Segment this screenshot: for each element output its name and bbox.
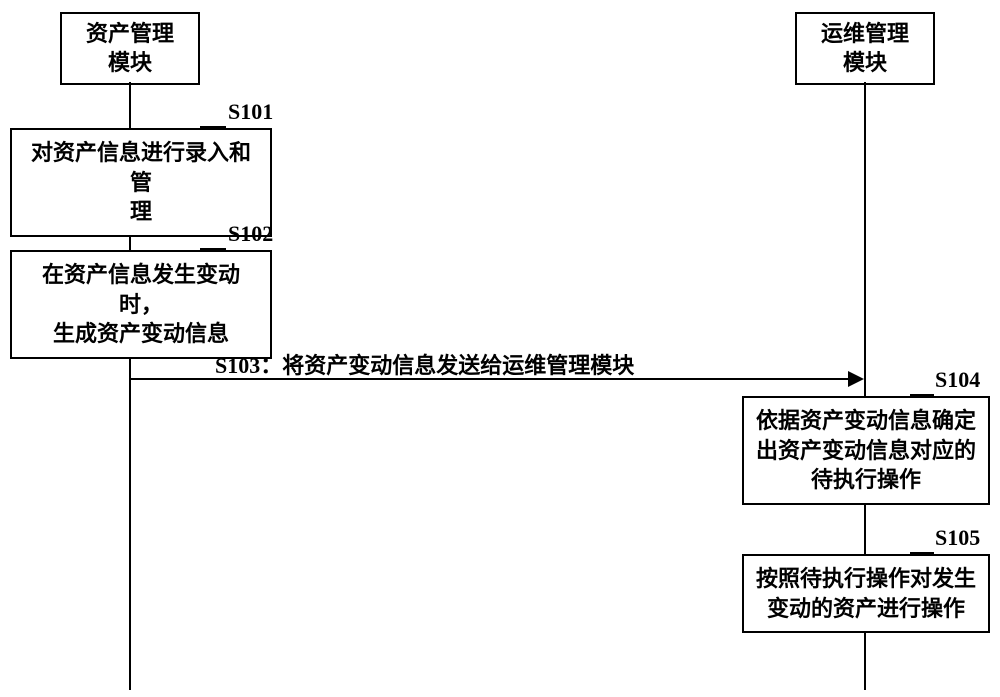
step-s105-text2: 变动的资产进行操作 (767, 596, 965, 621)
lifeline-header-ops: 运维管理 模块 (795, 12, 935, 85)
step-s105-leader-h (910, 552, 934, 554)
lifeline-title-line1: 运维管理 (821, 21, 909, 46)
msg-s103-line (131, 378, 849, 380)
step-s102-box: 在资产信息发生变动时， 生成资产变动信息 (10, 250, 272, 359)
step-s102-label: S102 (228, 221, 273, 247)
step-s101-text2: 理 (130, 199, 152, 224)
step-s101-label: S101 (228, 99, 273, 125)
step-s104-box: 依据资产变动信息确定 出资产变动信息对应的 待执行操作 (742, 396, 990, 505)
step-s104-text3: 待执行操作 (811, 467, 921, 492)
lifeline-title-line1: 资产管理 (86, 21, 174, 46)
step-s102-text2: 生成资产变动信息 (53, 321, 229, 346)
step-s104-leader-h (910, 394, 934, 396)
step-s103-label: S103： (215, 353, 282, 378)
msg-s103-arrow (848, 371, 864, 387)
step-s102-text1: 在资产信息发生变动时， (42, 262, 240, 317)
step-s104-text2: 出资产变动信息对应的 (756, 438, 976, 463)
step-s103-text: S103：将资产变动信息发送给运维管理模块 (215, 348, 634, 380)
step-s101-leader-d (198, 128, 200, 130)
step-s105-text1: 按照待执行操作对发生 (756, 566, 976, 591)
lifeline-title-line2: 模块 (108, 50, 152, 75)
step-s104-text1: 依据资产变动信息确定 (756, 408, 976, 433)
step-s105-label: S105 (935, 525, 980, 551)
step-s101-text1: 对资产信息进行录入和管 (31, 140, 251, 195)
step-s103-body: 将资产变动信息发送给运维管理模块 (282, 353, 634, 378)
step-s102-leader-h (200, 248, 226, 250)
step-s104-label: S104 (935, 367, 980, 393)
step-s101-leader-h (200, 126, 226, 128)
lifeline-header-asset: 资产管理 模块 (60, 12, 200, 85)
lifeline-title-line2: 模块 (843, 50, 887, 75)
step-s105-box: 按照待执行操作对发生 变动的资产进行操作 (742, 554, 990, 633)
